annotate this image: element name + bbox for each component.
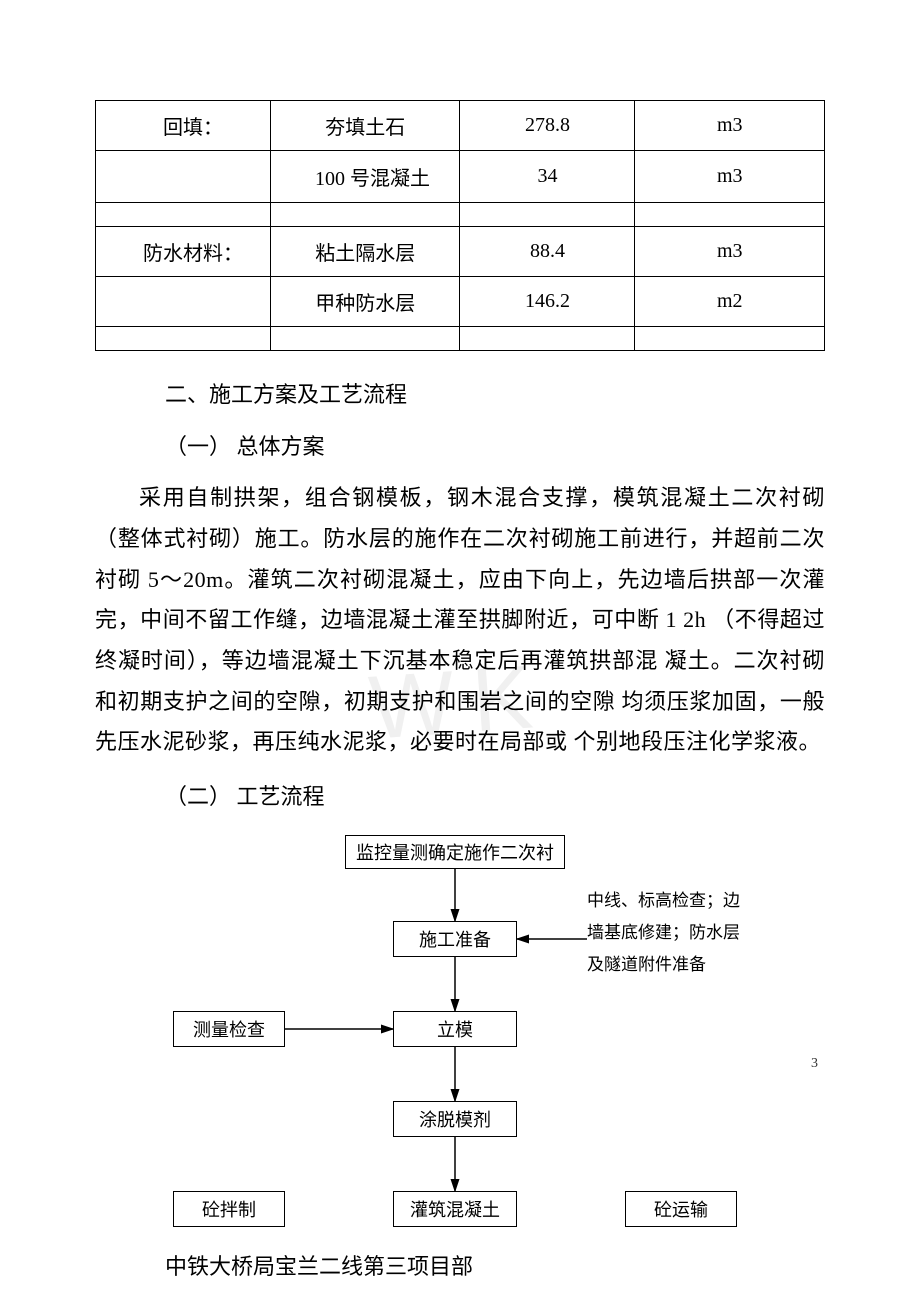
cell: m3 bbox=[635, 151, 825, 203]
footer-org: 中铁大桥局宝兰二线第三项目部 bbox=[165, 1249, 825, 1281]
cell bbox=[96, 151, 271, 203]
flow-node-mix: 砼拌制 bbox=[173, 1191, 285, 1227]
cell bbox=[460, 203, 635, 227]
flow-node-release-agent: 涂脱模剂 bbox=[393, 1101, 517, 1137]
heading-sub1: （一） 总体方案 bbox=[165, 427, 825, 467]
cell: 278.8 bbox=[460, 101, 635, 151]
cell bbox=[270, 327, 460, 351]
cell: 防水材料： bbox=[96, 227, 271, 277]
cell bbox=[635, 203, 825, 227]
heading-scheme: 二、施工方案及工艺流程 bbox=[165, 375, 825, 415]
flow-annotation-right: 中线、标高检查；边 墙基底修建；防水层 及隧道附件准备 bbox=[587, 885, 767, 982]
cell: 34 bbox=[460, 151, 635, 203]
cell: 回填： bbox=[96, 101, 271, 151]
cell bbox=[96, 203, 271, 227]
figure-number: 3 bbox=[811, 1056, 818, 1072]
cell bbox=[96, 327, 271, 351]
cell: 88.4 bbox=[460, 227, 635, 277]
cell: 夯填土石 bbox=[270, 101, 460, 151]
cell bbox=[460, 327, 635, 351]
flow-node-monitor: 监控量测确定施作二次衬 bbox=[345, 835, 565, 869]
flow-node-pour-concrete: 灌筑混凝土 bbox=[393, 1191, 517, 1227]
materials-table: 回填： 夯填土石 278.8 m3 100 号混凝土 34 m3 防水材料： 粘… bbox=[95, 100, 825, 351]
flow-node-survey-check: 测量检查 bbox=[173, 1011, 285, 1047]
cell: 146.2 bbox=[460, 277, 635, 327]
cell bbox=[270, 203, 460, 227]
flow-node-formwork: 立模 bbox=[393, 1011, 517, 1047]
cell: m3 bbox=[635, 227, 825, 277]
cell: m2 bbox=[635, 277, 825, 327]
flow-node-prepare: 施工准备 bbox=[393, 921, 517, 957]
cell bbox=[635, 327, 825, 351]
heading-sub2: （二） 工艺流程 bbox=[165, 777, 825, 817]
cell: 粘土隔水层 bbox=[270, 227, 460, 277]
flow-node-transport: 砼运输 bbox=[625, 1191, 737, 1227]
cell: 甲种防水层 bbox=[270, 277, 460, 327]
body-paragraph: 采用自制拱架，组合钢模板，钢木混合支撑，模筑混凝土二次衬砌（整体式衬砌）施工。防… bbox=[95, 478, 825, 763]
cell bbox=[96, 277, 271, 327]
cell: m3 bbox=[635, 101, 825, 151]
cell: 100 号混凝土 bbox=[270, 151, 460, 203]
flowchart: 监控量测确定施作二次衬 施工准备 立模 涂脱模剂 灌筑混凝土 测量检查 砼拌制 … bbox=[155, 829, 765, 1239]
